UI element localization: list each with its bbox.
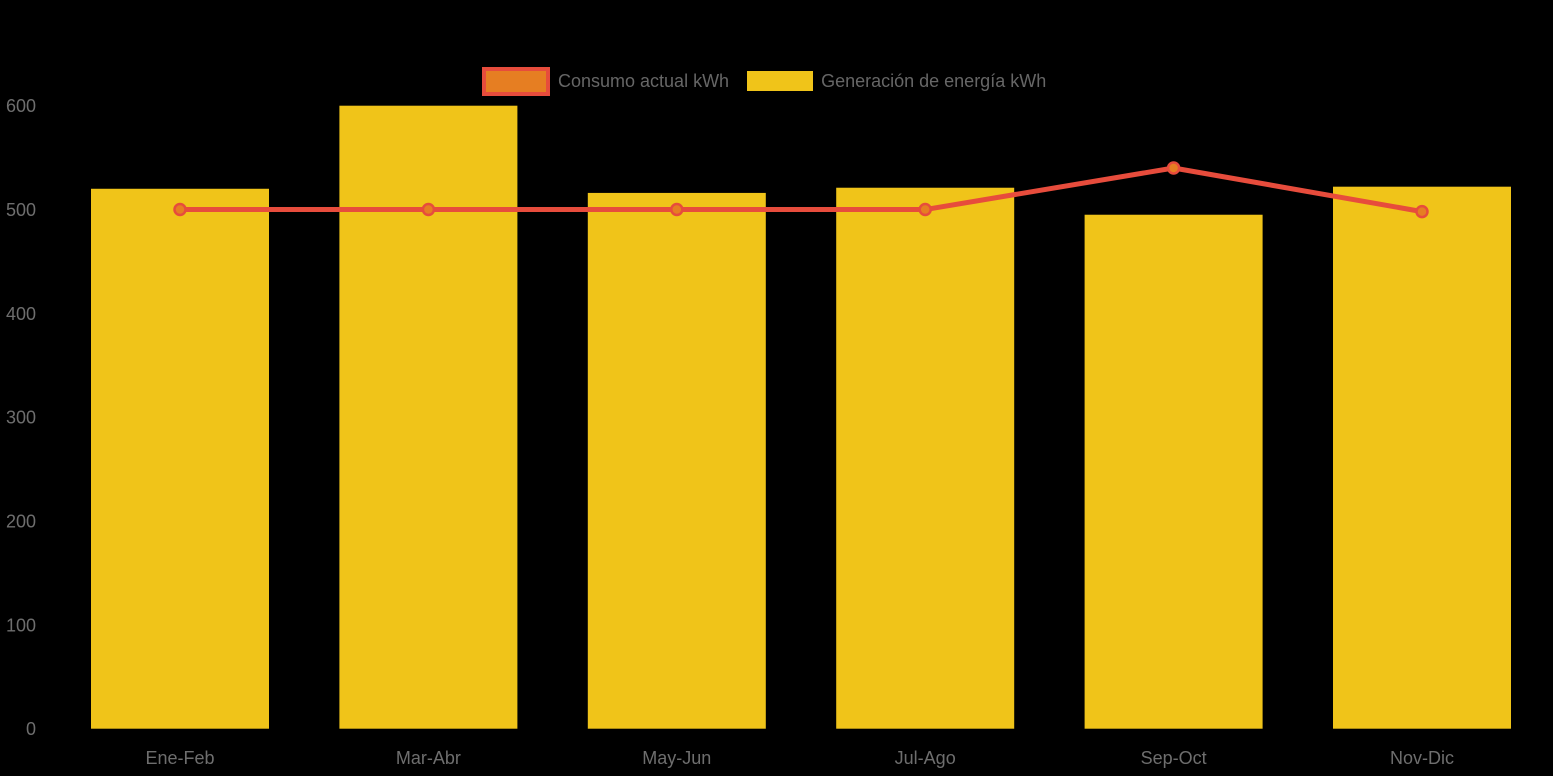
generacion-bar-swatch-icon [747, 71, 814, 91]
bar-may-jun [587, 192, 766, 729]
consumo-line [180, 165, 1423, 215]
chart-legend: Consumo actual kWh Generación de energía… [482, 62, 1046, 100]
x-category-label-ene-feb: Ene-Feb [145, 748, 214, 768]
y-tick-label-0: 0 [26, 719, 36, 739]
y-tick-label-300: 300 [6, 408, 36, 428]
y-tick-label-600: 600 [6, 96, 36, 116]
generacion-legend-label: Generación de energía kWh [821, 71, 1047, 91]
bar-mar-abr [339, 105, 518, 729]
line-point-jul-ago [918, 202, 932, 217]
legend-item-generacion-energia[interactable]: Generación de energía kWh [747, 71, 1046, 91]
legend-item-consumo-actual[interactable]: Consumo actual kWh [482, 66, 730, 96]
line-point-sep-oct [1166, 161, 1181, 175]
consumo-line-swatch-icon [482, 66, 550, 96]
x-category-label-mar-abr: Mar-Abr [396, 748, 461, 768]
line-point-ene-feb [173, 202, 187, 217]
bar-jul-ago [836, 187, 1015, 729]
bar-ene-feb [91, 188, 269, 729]
x-category-label-jul-ago: Jul-Ago [895, 748, 956, 768]
x-category-label-may-jun: May-Jun [642, 748, 711, 768]
y-tick-label-400: 400 [6, 304, 36, 324]
line-point-mar-abr [421, 202, 436, 217]
consumo-legend-label: Consumo actual kWh [558, 71, 730, 91]
line-point-may-jun [670, 202, 684, 217]
y-tick-label-500: 500 [6, 200, 36, 220]
x-category-label-nov-dic: Nov-Dic [1390, 748, 1454, 768]
bar-nov-dic [1333, 186, 1511, 729]
line-point-nov-dic [1415, 204, 1429, 219]
y-tick-label-200: 200 [6, 512, 36, 532]
y-tick-label-100: 100 [6, 615, 36, 635]
bar-sep-oct [1084, 214, 1263, 729]
x-category-label-sep-oct: Sep-Oct [1141, 748, 1207, 768]
